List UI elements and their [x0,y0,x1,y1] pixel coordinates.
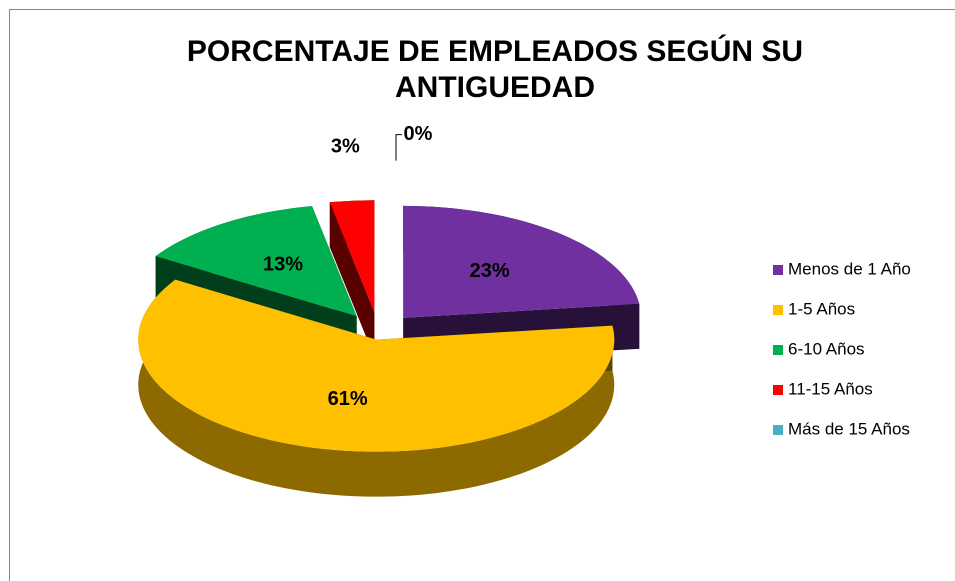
slice [329,200,375,358]
slice-side [329,202,375,358]
legend-label: Más de 15 Años [788,419,910,438]
slice-top [403,205,640,318]
chart-border [9,9,955,581]
legend: Menos de 1 Año 1-5 Años 6-10 Años 11-15 Año… [773,259,911,438]
data-label: 23% [470,260,510,282]
leader-line [395,134,402,161]
pie [138,200,640,497]
legend-label: 11-15 Años [788,379,873,398]
legend-label: Menos de 1 Año [788,259,911,278]
data-label: 13% [263,253,303,275]
slice-top [155,206,357,317]
slice [138,279,615,497]
data-label: 0% [404,123,433,145]
slice-side [138,279,615,497]
chart-title: PORCENTAJE DE EMPLEADOS SEGÚN SU ANTIGUE… [186,35,804,104]
data-label: 3% [331,136,360,158]
data-labels: 23% 61% 13% 3% 0% [263,123,510,410]
legend-label: 1-5 Años [788,299,855,318]
legend-swatch [773,425,783,435]
legend-swatch [773,265,783,275]
legend-label: 6-10 Años [788,339,865,358]
data-label: 61% [328,388,368,410]
legend-swatch [773,305,783,315]
legend-swatch [773,385,783,395]
slice-top [329,200,375,313]
legend-swatch [773,345,783,355]
slice-top [138,279,615,452]
